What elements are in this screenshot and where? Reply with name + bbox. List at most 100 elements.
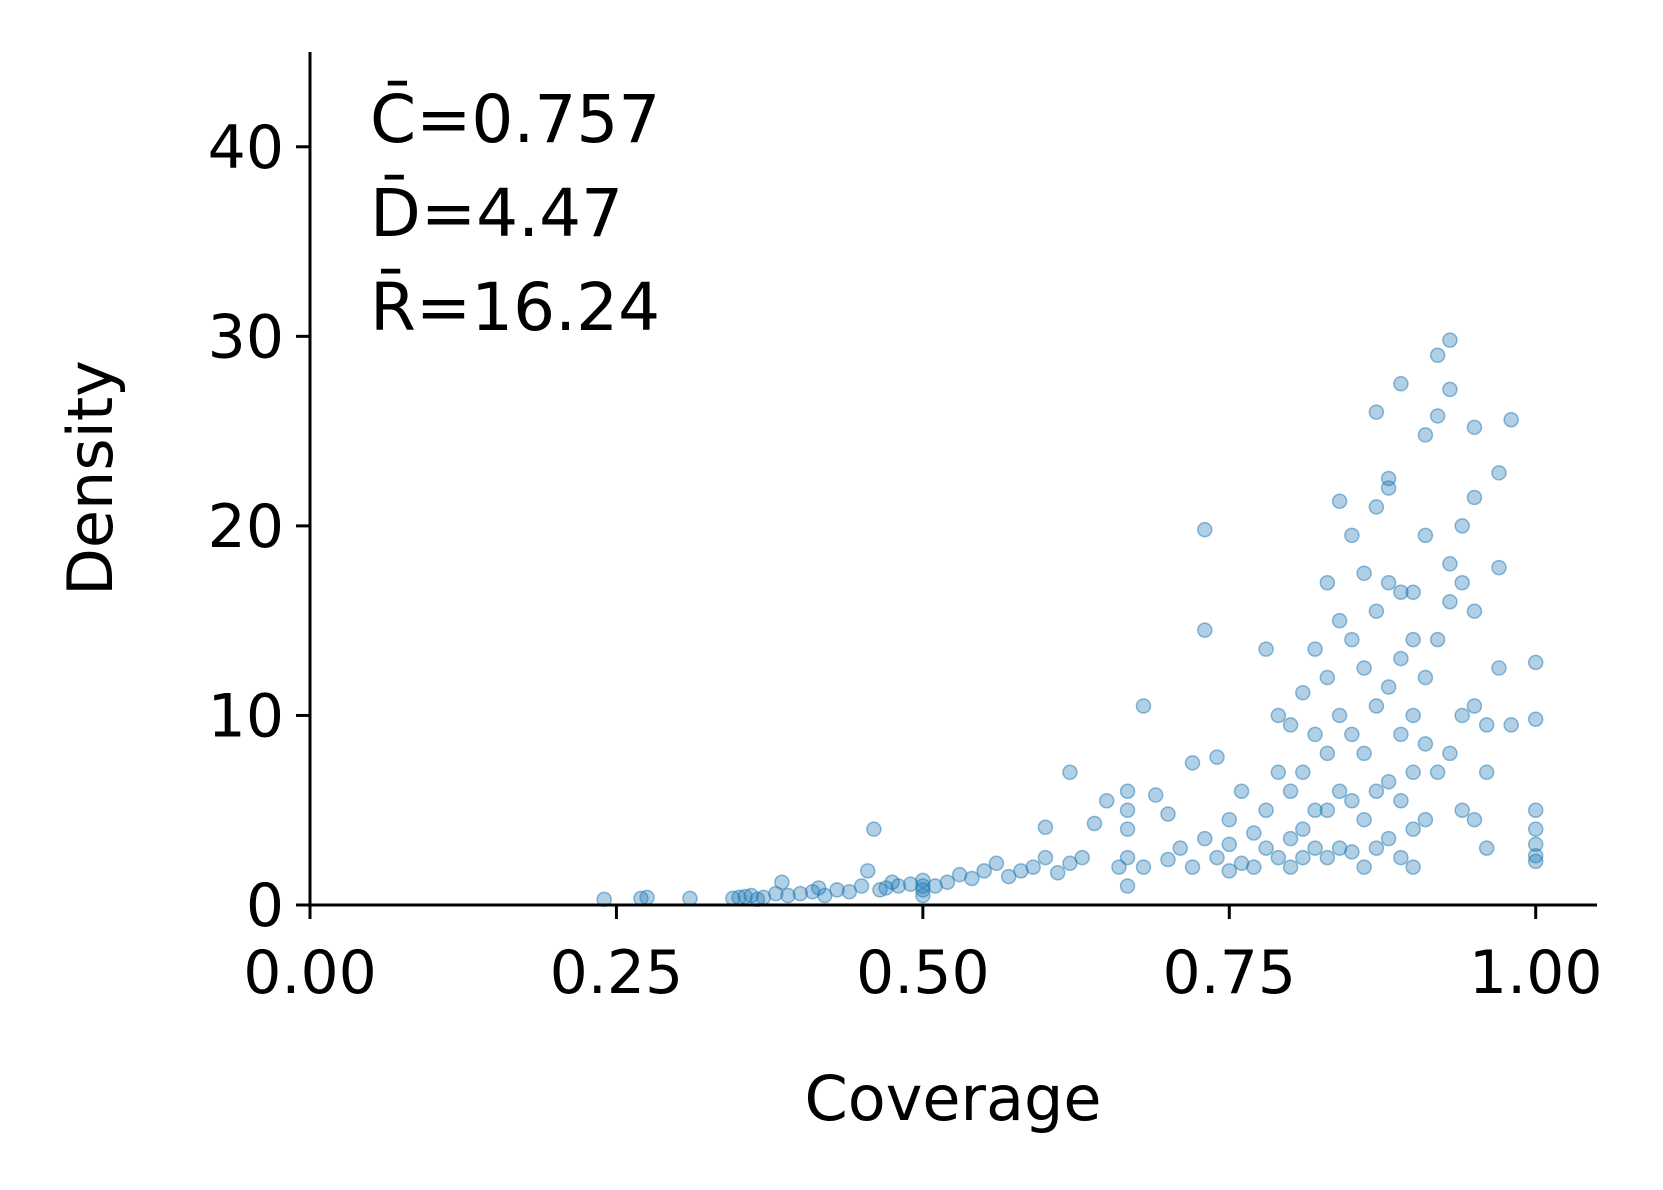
scatter-point bbox=[1344, 792, 1360, 809]
scatter-point bbox=[1086, 815, 1103, 832]
scatter-point bbox=[1454, 575, 1470, 591]
scatter-point bbox=[1246, 825, 1262, 841]
scatter-point bbox=[1380, 575, 1397, 591]
scatter-point bbox=[1319, 802, 1336, 818]
scatter-point bbox=[1295, 849, 1311, 866]
y-tick-label: 30 bbox=[208, 302, 284, 372]
scatter-point bbox=[1491, 559, 1507, 576]
scatter-point bbox=[1442, 745, 1458, 762]
scatter-point bbox=[1197, 830, 1213, 847]
scatter-point bbox=[1368, 698, 1385, 714]
stat-mean-coverage: C̄=0.757 bbox=[370, 81, 660, 158]
scatter-point bbox=[1442, 381, 1458, 398]
scatter-point bbox=[1405, 631, 1421, 648]
scatter-point bbox=[1478, 840, 1495, 856]
scatter-point bbox=[1405, 707, 1421, 724]
scatter-point bbox=[964, 870, 980, 887]
scatter-point bbox=[1184, 755, 1201, 771]
scatter-point bbox=[1491, 660, 1507, 676]
scatter-point bbox=[1197, 521, 1213, 538]
scatter-point bbox=[1393, 792, 1409, 809]
scatter-point bbox=[1356, 859, 1372, 875]
scatter-point bbox=[1527, 802, 1544, 818]
scatter-point bbox=[792, 885, 809, 902]
scatter-point bbox=[1135, 698, 1152, 714]
scatter-point bbox=[853, 878, 870, 894]
scatter-point bbox=[1393, 849, 1409, 866]
scatter-point bbox=[1258, 840, 1274, 856]
scatter-point bbox=[1454, 802, 1470, 818]
scatter-point bbox=[1160, 806, 1176, 822]
scatter-point bbox=[1478, 717, 1495, 733]
scatter-point bbox=[1442, 593, 1458, 610]
scatter-point bbox=[1221, 836, 1238, 853]
scatter-point bbox=[1135, 859, 1152, 875]
scatter-point bbox=[1282, 830, 1299, 847]
scatter-point bbox=[859, 863, 876, 879]
scatter-point bbox=[915, 878, 931, 894]
scatter-point bbox=[1331, 707, 1348, 724]
scatter-point bbox=[1380, 679, 1397, 695]
scatter-point bbox=[1527, 711, 1544, 727]
scatter-point bbox=[1344, 631, 1360, 648]
scatter-point bbox=[1344, 726, 1360, 743]
scatter-point bbox=[1368, 603, 1385, 619]
scatter-point bbox=[1393, 375, 1409, 392]
scatter-point bbox=[1331, 783, 1348, 800]
scatter-point bbox=[1025, 859, 1041, 875]
scatter-point bbox=[1356, 565, 1372, 582]
scatter-point bbox=[1417, 527, 1434, 544]
scatter-point bbox=[1368, 783, 1385, 800]
scatter-point bbox=[1270, 707, 1287, 724]
y-ticks: 0 10 20 30 40 bbox=[208, 113, 310, 941]
scatter-point bbox=[682, 890, 698, 907]
scatter-point bbox=[1417, 427, 1434, 443]
scatter-point bbox=[1221, 863, 1238, 879]
stat-mean-density: D̄=4.47 bbox=[370, 175, 623, 252]
scatter-point bbox=[1368, 840, 1385, 856]
scatter-point bbox=[1119, 878, 1136, 894]
scatter-point bbox=[1380, 774, 1397, 790]
scatter-point bbox=[1417, 669, 1434, 686]
scatter-point bbox=[774, 874, 790, 891]
scatter-point bbox=[1319, 849, 1336, 866]
scatter-point bbox=[1527, 821, 1544, 837]
scatter-point bbox=[1429, 764, 1446, 781]
scatter-point bbox=[1527, 836, 1544, 853]
scatter-point bbox=[939, 874, 956, 891]
scatter-point bbox=[1503, 411, 1519, 428]
scatter-point bbox=[1466, 419, 1483, 436]
points-layer bbox=[596, 332, 1544, 908]
scatter-point bbox=[1119, 783, 1136, 800]
scatter-point bbox=[1209, 849, 1225, 866]
scatter-point bbox=[1466, 811, 1483, 828]
y-tick-label: 40 bbox=[208, 113, 284, 183]
scatter-point bbox=[1417, 811, 1434, 828]
x-axis-label: Coverage bbox=[804, 1062, 1101, 1135]
scatter-point bbox=[829, 882, 845, 898]
scatter-point bbox=[1037, 819, 1054, 836]
scatter-point bbox=[1246, 859, 1262, 875]
scatter-point bbox=[1111, 859, 1127, 875]
scatter-point bbox=[1282, 859, 1299, 875]
x-tick-label: 0.75 bbox=[1162, 938, 1296, 1008]
scatter-point bbox=[1331, 612, 1348, 629]
x-tick-label: 0.00 bbox=[243, 938, 377, 1008]
scatter-point bbox=[1393, 726, 1409, 743]
scatter-point bbox=[1405, 821, 1421, 837]
scatter-point bbox=[976, 863, 992, 879]
scatter-point bbox=[1037, 849, 1054, 866]
scatter-point bbox=[1466, 489, 1483, 506]
scatter-point bbox=[1074, 849, 1090, 866]
scatter-point bbox=[1527, 853, 1544, 870]
scatter-point bbox=[1429, 347, 1446, 364]
scatter-point bbox=[1393, 650, 1409, 667]
scatter-point bbox=[1307, 840, 1323, 856]
scatter-point bbox=[1270, 849, 1287, 866]
scatter-point bbox=[1356, 745, 1372, 762]
scatter-point bbox=[1319, 745, 1336, 762]
scatter-point bbox=[866, 821, 882, 837]
y-axis-label: Density bbox=[54, 360, 127, 596]
scatter-point bbox=[1209, 749, 1225, 765]
scatter-point bbox=[1295, 684, 1311, 701]
